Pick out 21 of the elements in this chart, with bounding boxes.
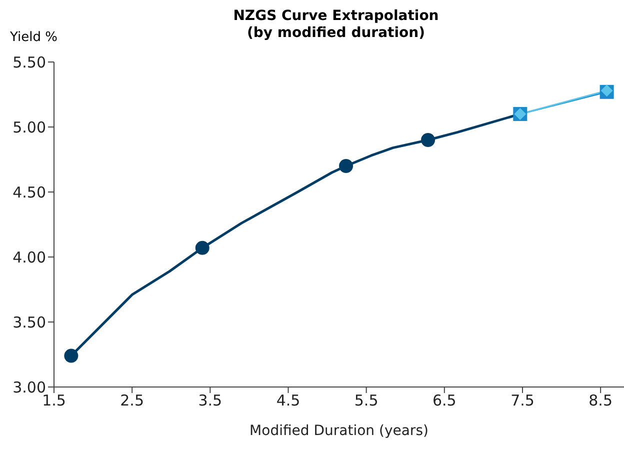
x-tick-label: 7.5 [510, 392, 534, 410]
x-tick-label: 2.5 [120, 392, 144, 410]
y-tick-label: 3.50 [12, 313, 46, 332]
x-tick-label: 5.5 [354, 392, 378, 410]
point [339, 159, 354, 173]
x-tick-label: 6.5 [432, 392, 456, 410]
x-axis-title: Modified Duration (years) [250, 423, 428, 439]
x-tick-label: 8.5 [588, 392, 613, 410]
x-tick-label: 3.5 [198, 392, 222, 410]
chart-title: NZGS Curve Extrapolation [232, 8, 440, 25]
chart-subtitle: (by modified duration) [246, 25, 426, 41]
y-tick-label: 4.50 [12, 183, 46, 202]
x-tick-label: 1.5 [42, 392, 66, 410]
y-axis-title: Yield % [10, 30, 58, 45]
y-tick-label: 5.50 [12, 53, 46, 72]
point [195, 240, 210, 255]
y-tick-label: 4.00 [12, 248, 46, 266]
y-tick-label: 5.00 [12, 118, 46, 136]
point [64, 348, 78, 363]
point [421, 133, 436, 147]
x-tick-label: 4.5 [276, 392, 300, 410]
